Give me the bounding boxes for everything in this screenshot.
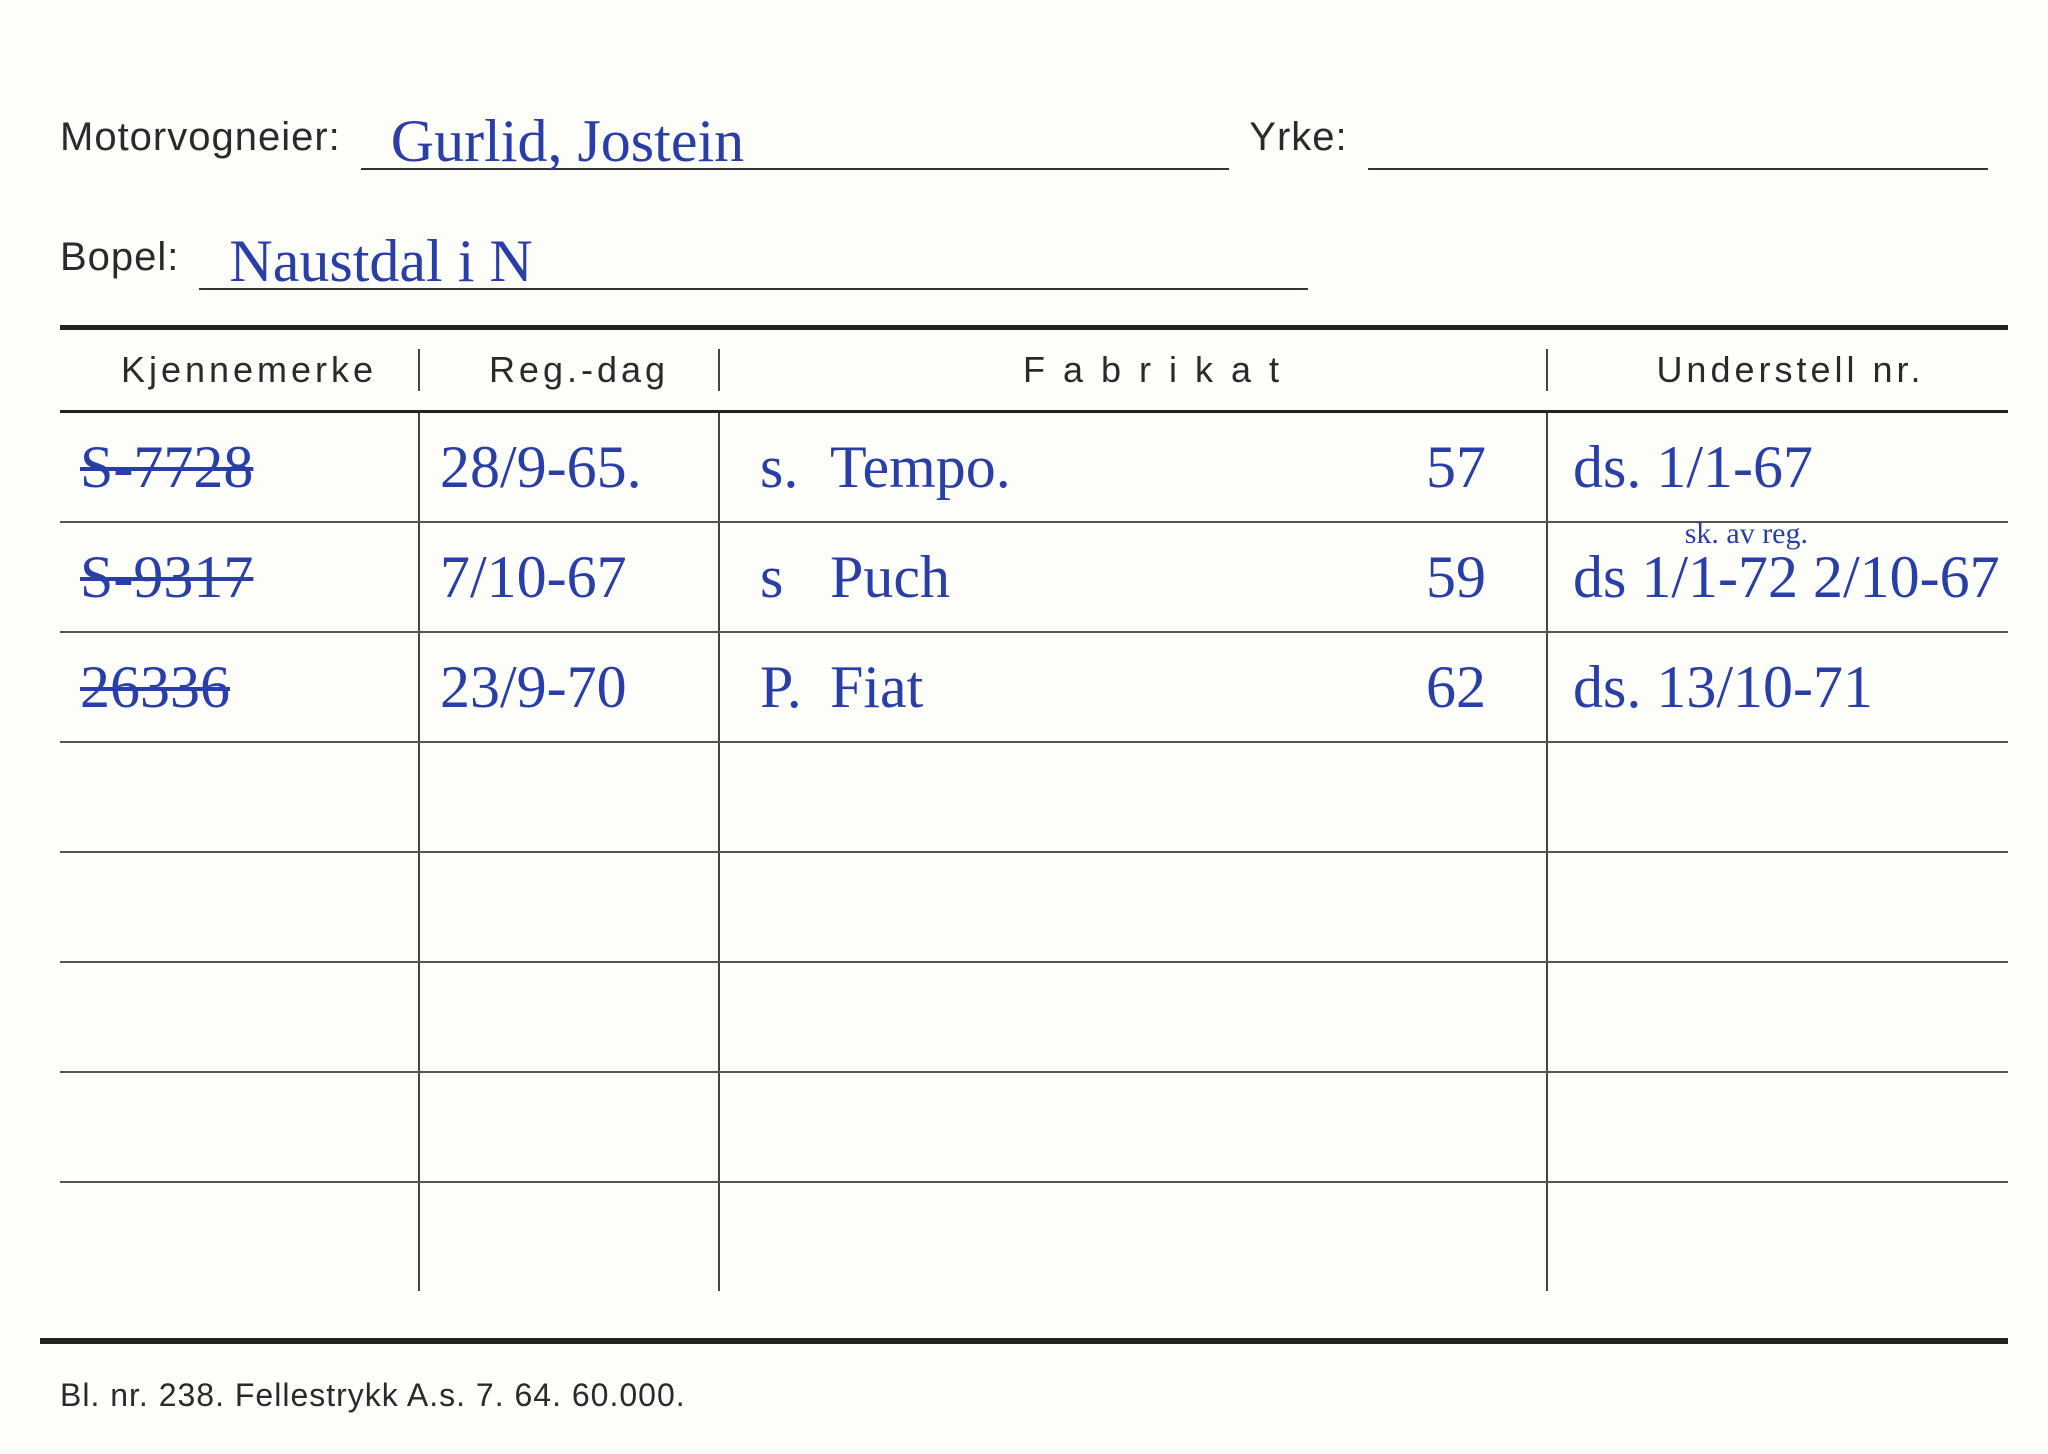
table-row-blank [60,963,2008,1071]
header-row-residence: Bopel: Naustdal i N [60,180,2008,290]
index-card: Motorvogneier: Gurlid, Jostein Yrke: Bop… [0,0,2048,1454]
table-row-blank [60,1183,2008,1291]
cell-understell: ds. 1/1-67 [1548,413,2008,521]
cell-understell: ds. 13/10-71 [1548,633,2008,741]
cell-reg-dag: 7/10-67 [420,523,720,631]
occupation-field [1368,60,1988,170]
understell-note: sk. av reg. [1685,517,1808,551]
table-row: S-93177/10-67sPuch59ds 1/1-72 2/10-67sk.… [60,523,2008,631]
table-row-blank [60,743,2008,851]
header-row-owner: Motorvogneier: Gurlid, Jostein Yrke: [60,60,2008,170]
owner-value: Gurlid, Jostein [391,107,744,176]
table-row: S-772828/9-65. s.Tempo. 57ds. 1/1-67 [60,413,2008,521]
table-row: 2633623/9-70 P.Fiat 62ds. 13/10-71 [60,633,2008,741]
rule-bottom [40,1338,2008,1344]
cell-reg-dag: 23/9-70 [420,633,720,741]
col-understell: Understell nr. [1573,349,2008,391]
fabrikat-year: 62 [1426,653,1546,722]
cell-fabrikat: s.Tempo. 57 [720,413,1548,521]
fabrikat-prefix: s [760,543,830,612]
register-table: Kjennemerke Reg.-dag F a b r i k a t Und… [60,330,2008,1291]
cell-kjennemerke: 26336 [60,633,420,741]
fabrikat-prefix: P. [760,653,830,722]
col-kjennemerke: Kjennemerke [80,349,418,391]
cell-kjennemerke: S-9317 [60,523,420,631]
cell-kjennemerke: S-7728 [60,413,420,521]
owner-field: Gurlid, Jostein [361,60,1229,170]
fabrikat-name: Puch [830,543,950,612]
owner-label: Motorvogneier: [60,115,341,170]
col-reg-dag: Reg.-dag [440,349,718,391]
table-row-blank [60,853,2008,961]
col-fabrikat: F a b r i k a t [760,349,1546,391]
residence-label: Bopel: [60,235,179,290]
fabrikat-name: Tempo. [830,433,1011,502]
occupation-label: Yrke: [1249,115,1347,170]
table-row-blank [60,1073,2008,1181]
fabrikat-year: 57 [1426,433,1546,502]
table-header: Kjennemerke Reg.-dag F a b r i k a t Und… [60,330,2008,410]
footer-imprint: Bl. nr. 238. Fellestrykk A.s. 7. 64. 60.… [60,1377,686,1414]
residence-value: Naustdal i N [229,227,532,296]
residence-field: Naustdal i N [199,180,1308,290]
cell-fabrikat: sPuch 59 [720,523,1548,631]
fabrikat-prefix: s. [760,433,830,502]
fabrikat-year: 59 [1426,543,1546,612]
fabrikat-name: Fiat [830,653,923,722]
cell-reg-dag: 28/9-65. [420,413,720,521]
cell-fabrikat: P.Fiat 62 [720,633,1548,741]
